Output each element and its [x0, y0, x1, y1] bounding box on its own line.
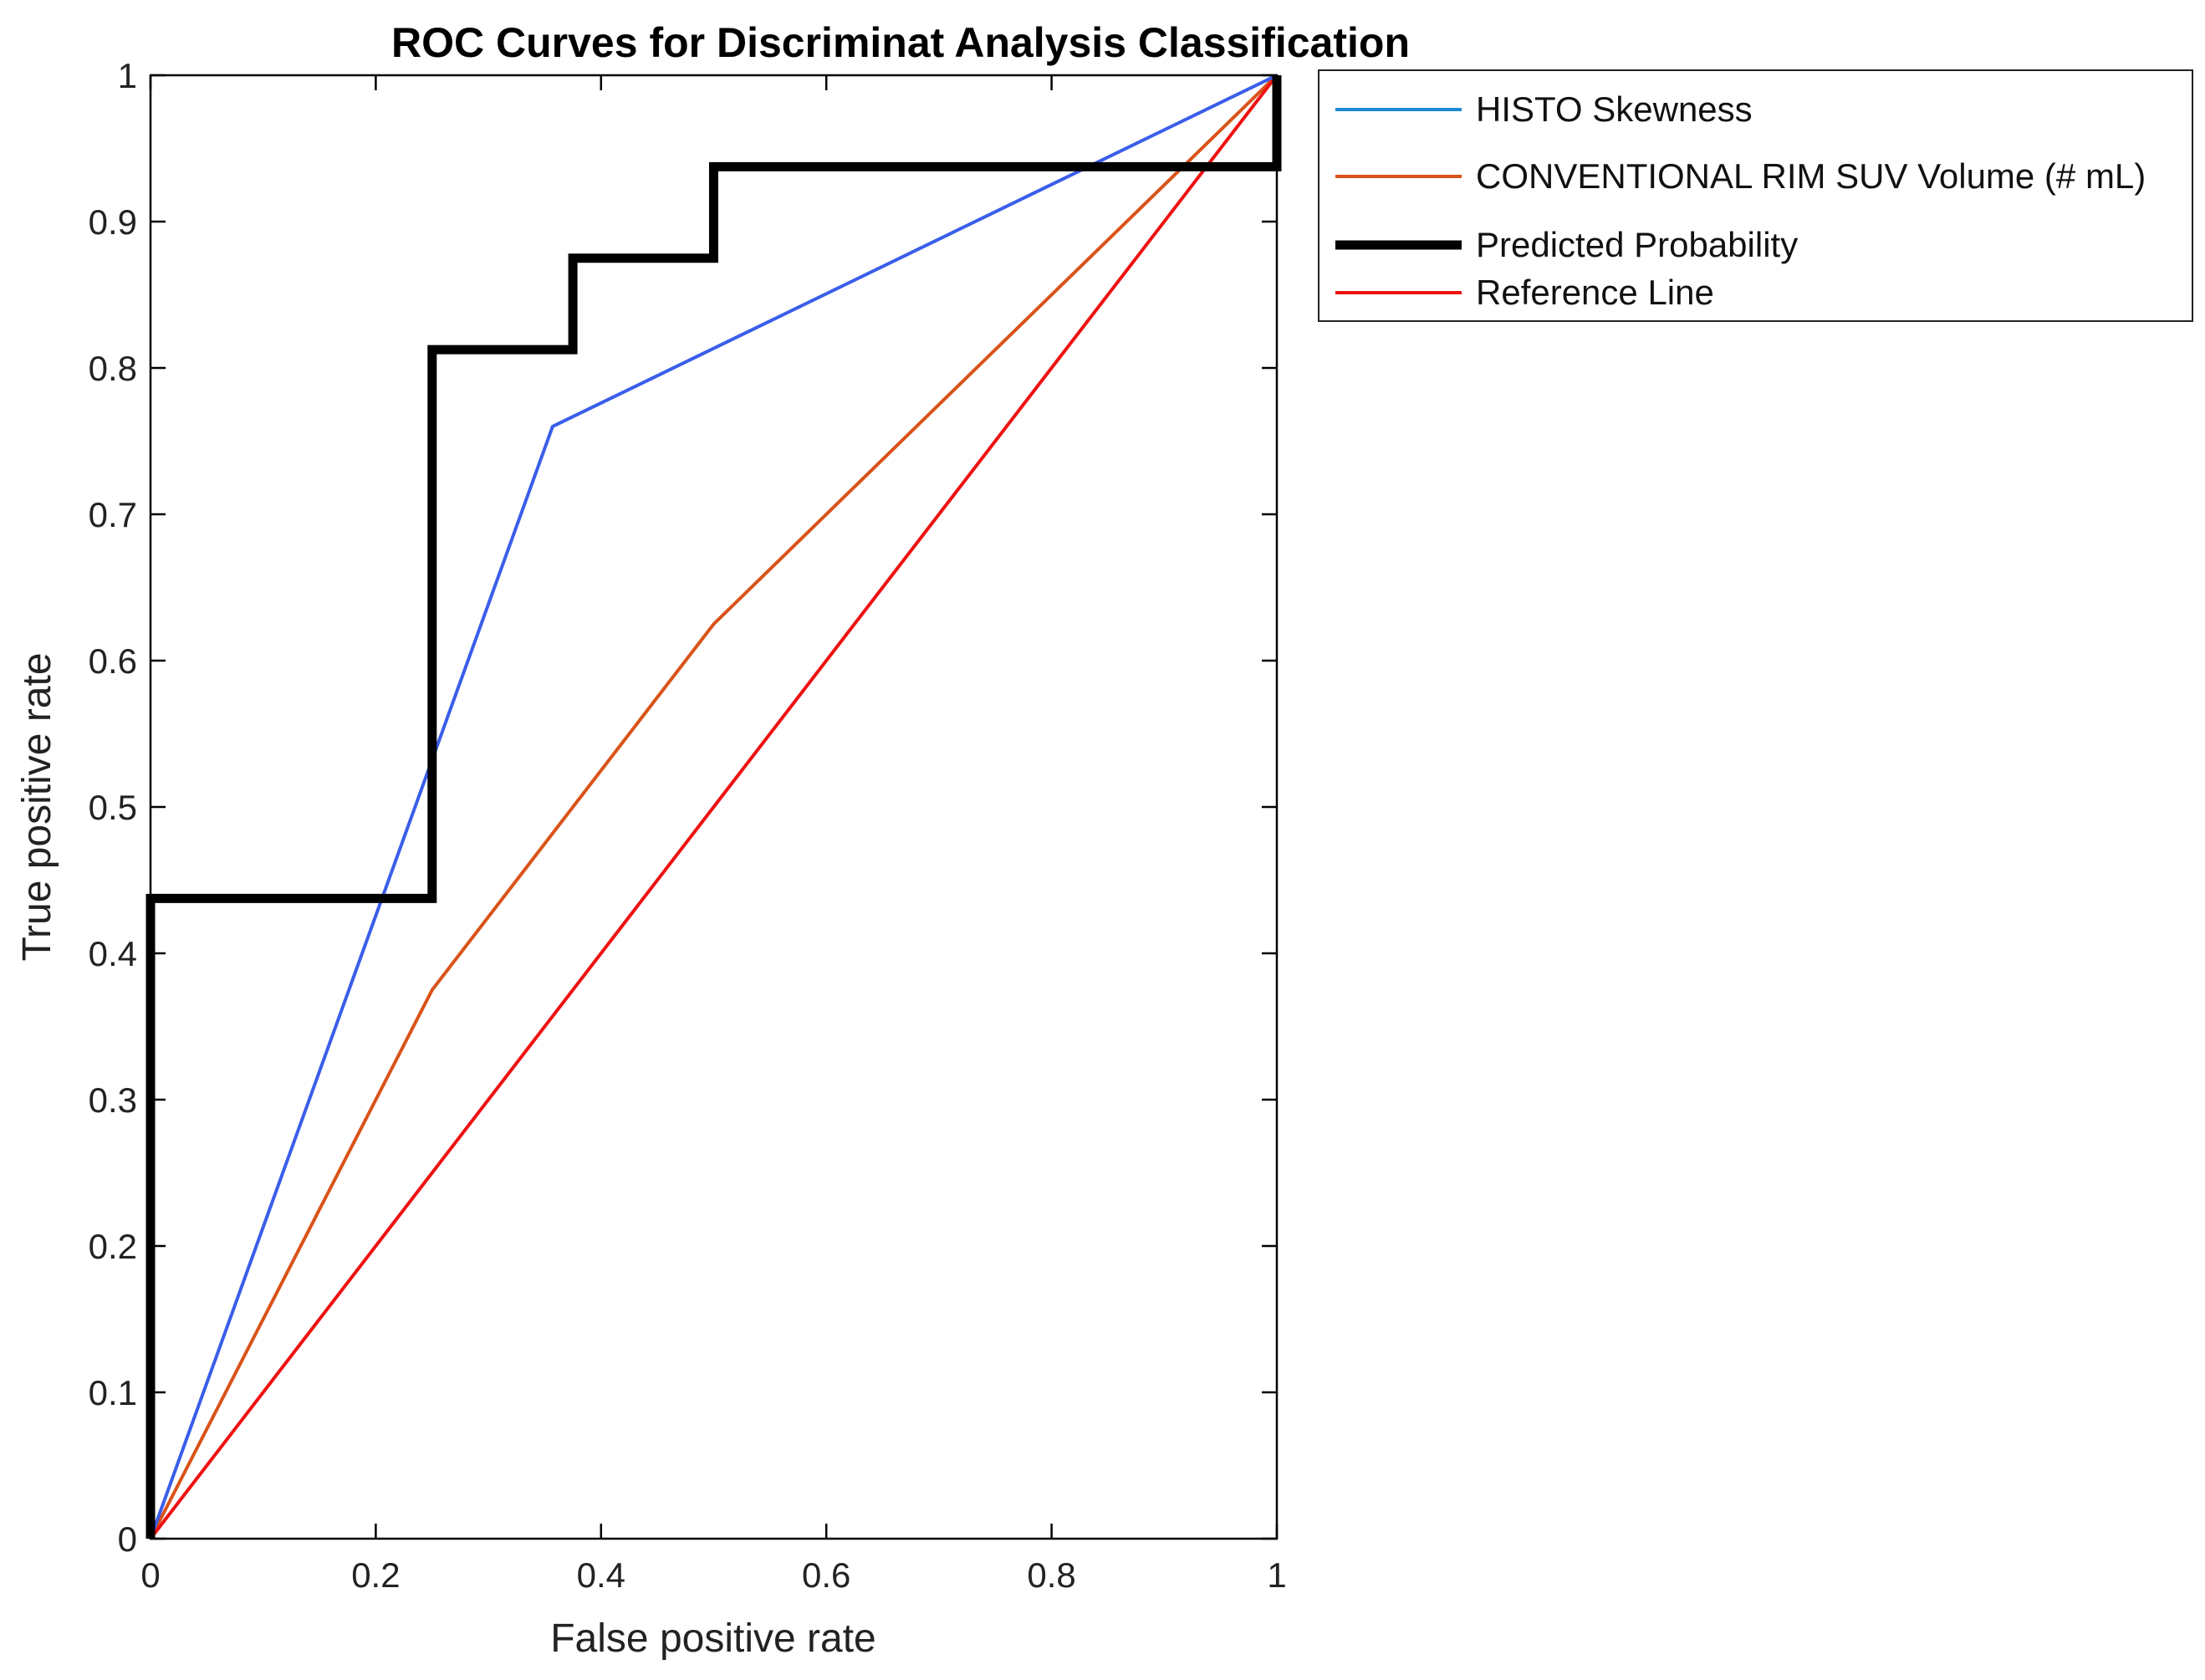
- chart-title: ROC Curves for Discriminat Analysis Clas…: [391, 19, 1410, 66]
- x-axis-label: False positive rate: [550, 1616, 876, 1661]
- y-tick-label: 0.8: [89, 349, 137, 388]
- y-tick-label: 1: [118, 56, 137, 95]
- legend-box: [1318, 69, 2193, 322]
- legend-label: HISTO Skewness: [1476, 89, 1753, 129]
- y-tick-label: 0.5: [89, 788, 137, 827]
- y-tick-label: 0.9: [89, 202, 137, 242]
- x-tick-label: 1: [1267, 1555, 1286, 1595]
- y-axis-label: True positive rate: [15, 652, 59, 961]
- series-line-predicted-probability: [145, 75, 1282, 1539]
- y-tick-labels: 0 0.1 0.2 0.3 0.4 0.5 0.6 0.7 0.8 0.9 1: [89, 56, 137, 1559]
- x-tick-label: 0: [140, 1555, 160, 1595]
- x-tick-label: 0.6: [802, 1555, 850, 1595]
- legend: HISTO Skewness CONVENTIONAL RIM SUV Volum…: [1318, 69, 2193, 322]
- legend-items: HISTO Skewness CONVENTIONAL RIM SUV Volum…: [1335, 89, 2146, 312]
- y-tick-label: 0: [118, 1519, 137, 1559]
- legend-label: Predicted Probability: [1476, 225, 1798, 264]
- legend-label: Reference Line: [1476, 273, 1714, 312]
- y-tick-label: 0.7: [89, 495, 137, 534]
- y-tick-label: 0.2: [89, 1227, 137, 1266]
- y-tick-label: 0.6: [89, 641, 137, 681]
- y-tick-label: 0.1: [89, 1373, 137, 1412]
- plot-series: [145, 74, 1282, 1540]
- series-line-conventional-rim-suv-volume-ml: [149, 74, 1279, 1540]
- plot-area-frame: [149, 74, 1279, 1540]
- x-tick-label: 0.8: [1027, 1555, 1075, 1595]
- x-tick-label: 0.4: [577, 1555, 625, 1595]
- y-tick-label: 0.3: [89, 1080, 137, 1120]
- series-line-reference-line: [149, 74, 1279, 1540]
- y-tick-label: 0.4: [89, 934, 137, 973]
- x-tick-label: 0.2: [351, 1555, 400, 1595]
- x-tick-labels: 0 0.2 0.4 0.6 0.8 1: [140, 1555, 1286, 1595]
- series-line-histo-skewness: [149, 74, 1278, 1540]
- legend-label: CONVENTIONAL RIM SUV Volume (# mL): [1476, 156, 2146, 196]
